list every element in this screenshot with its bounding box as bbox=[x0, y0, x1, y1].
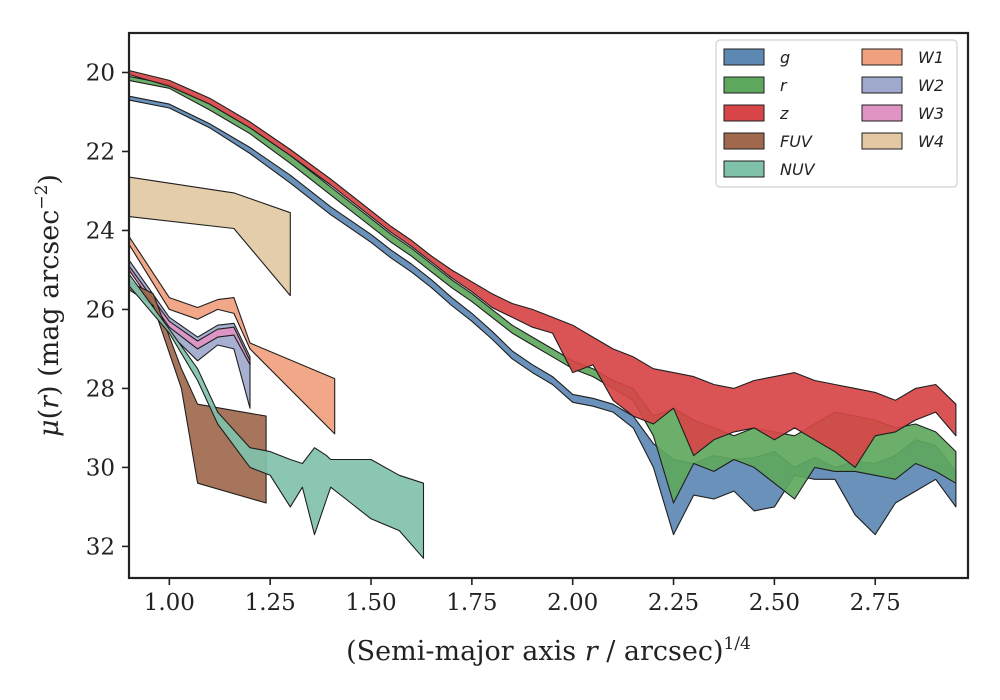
y-tick-label: 22 bbox=[86, 139, 115, 165]
x-tick-label: 2.50 bbox=[749, 590, 800, 616]
y-tick-label: 24 bbox=[86, 218, 115, 244]
x-tick-label: 2.00 bbox=[547, 590, 598, 616]
x-tick-label: 1.00 bbox=[144, 590, 195, 616]
legend-label: FUV bbox=[780, 132, 813, 151]
band-w3 bbox=[128, 265, 251, 366]
legend-swatch bbox=[723, 132, 765, 150]
y-tick-label: 30 bbox=[86, 455, 115, 481]
x-axis-label: (Semi-major axis r / arcsec)1/4 bbox=[346, 634, 751, 667]
legend-label: g bbox=[780, 48, 790, 67]
legend-swatch bbox=[861, 104, 903, 122]
y-tick-label: 28 bbox=[86, 376, 115, 402]
band-r bbox=[128, 75, 957, 504]
band-w1 bbox=[128, 235, 336, 435]
legend-swatch bbox=[861, 76, 903, 94]
y-tick-label: 26 bbox=[86, 297, 115, 323]
x-tick-label: 1.25 bbox=[245, 590, 296, 616]
x-tick-label: 2.75 bbox=[850, 590, 901, 616]
plot-frame bbox=[127, 31, 970, 580]
x-tick-label: 2.25 bbox=[648, 590, 699, 616]
legend-label: W3 bbox=[918, 104, 944, 123]
legend: grz FUV NUV W1 W2 W3 W4 bbox=[715, 39, 958, 188]
x-tick-label: 1.75 bbox=[446, 590, 497, 616]
legend-swatch bbox=[861, 132, 903, 150]
band-g bbox=[128, 95, 957, 536]
legend-swatch bbox=[723, 160, 765, 178]
y-tick-label: 20 bbox=[86, 60, 115, 86]
y-axis-ticks: 20 22 24 26 28 30 32 bbox=[86, 60, 129, 560]
y-axis-label: μ(r) (mag arcsec−2) bbox=[32, 174, 65, 437]
legend-label: W2 bbox=[918, 76, 944, 95]
x-tick-label: 1.50 bbox=[345, 590, 396, 616]
legend-swatch bbox=[723, 48, 765, 66]
x-axis-ticks: 1.00 1.25 1.50 1.75 2.00 2.25 2.50 2.75 bbox=[144, 578, 901, 616]
band-layer bbox=[128, 69, 957, 559]
legend-label: NUV bbox=[780, 160, 816, 179]
legend-label: z bbox=[779, 104, 789, 123]
legend-label: W4 bbox=[918, 132, 944, 151]
band-z bbox=[128, 69, 957, 468]
legend-swatch bbox=[723, 76, 765, 94]
y-tick-label: 32 bbox=[86, 534, 115, 560]
legend-swatch bbox=[723, 104, 765, 122]
legend-swatch bbox=[861, 48, 903, 66]
band-nuv bbox=[128, 273, 425, 559]
legend-label: W1 bbox=[918, 48, 944, 67]
legend-label: r bbox=[780, 76, 788, 95]
